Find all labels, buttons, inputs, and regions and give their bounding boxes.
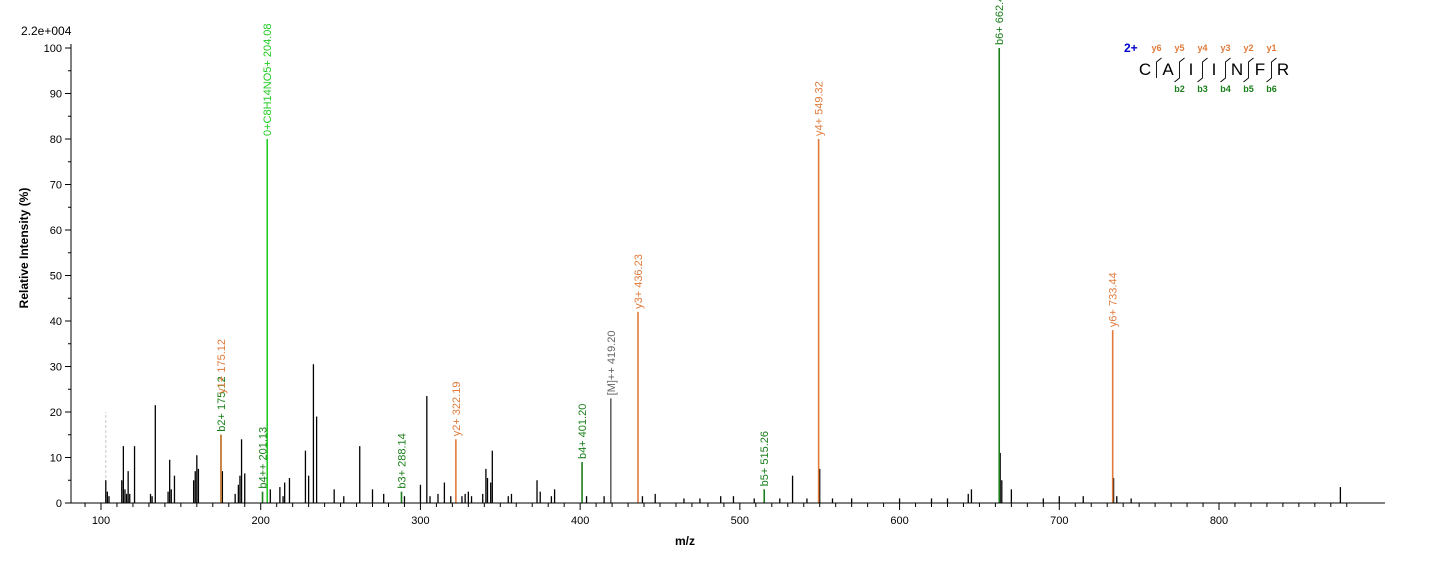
- axes: [70, 44, 1385, 504]
- y-tick-label: 90: [50, 89, 62, 101]
- x-tick-label: 700: [1050, 515, 1068, 527]
- peak-label: y6+ 733.44: [1108, 272, 1120, 327]
- sequence-residue: I: [1212, 60, 1217, 79]
- x-tick-label: 500: [731, 515, 749, 527]
- sequence-y-ion: y5: [1174, 43, 1184, 53]
- y-tick-label: 100: [44, 43, 62, 55]
- cleavage-mark: [1174, 57, 1185, 83]
- sequence-residue: A: [1162, 60, 1174, 79]
- y-tick-label: 10: [50, 453, 62, 465]
- x-tick-label: 300: [411, 515, 429, 527]
- y-tick-label: 0: [56, 498, 62, 510]
- x-axis-title: m/z: [675, 534, 695, 548]
- sequence-residue: R: [1277, 60, 1289, 79]
- x-tick-label: 800: [1210, 515, 1228, 527]
- cleavage-mark: [1220, 57, 1231, 83]
- sequence-b-ion: b4: [1220, 84, 1231, 94]
- peak-label: y1+ 175.12: [216, 339, 228, 394]
- x-tick-label: 600: [890, 515, 908, 527]
- peak-label: b4+ 401.20: [577, 404, 589, 459]
- unlabeled-peaks: [105, 364, 1342, 503]
- cleavage-mark: [1243, 57, 1254, 83]
- x-tick-label: 100: [92, 515, 110, 527]
- y-ticks: 0 10 20 30 40 50 60 70 80 90 100: [44, 43, 71, 510]
- y-tick-label: 20: [50, 407, 62, 419]
- peak-label: y2+ 322.19: [451, 382, 463, 437]
- peak-label: y4+ 549.32: [814, 81, 826, 136]
- cleavage-mark: [1156, 57, 1162, 78]
- sequence-y-ion: y4: [1197, 43, 1207, 53]
- y-tick-label: 50: [50, 271, 62, 283]
- cleavage-mark: [1197, 57, 1208, 83]
- y-tick-label: 30: [50, 362, 62, 374]
- y-tick-label: 70: [50, 180, 62, 192]
- peak-label: b6+ 662.40: [994, 0, 1006, 45]
- y-tick-label: 60: [50, 225, 62, 237]
- peak-label: 0+C8H14NO5+ 204.08: [262, 23, 274, 136]
- sequence-y-ion: y2: [1243, 43, 1253, 53]
- peak-label: [M]++ 419.20: [606, 331, 618, 396]
- peak-label: b2+ 175.12: [216, 376, 228, 431]
- x-tick-label: 200: [252, 515, 270, 527]
- sequence-b-ion: b3: [1197, 84, 1208, 94]
- x-ticks: 100 200 300 400 500 600 700 800: [84, 503, 1348, 527]
- sequence-residue: C: [1139, 60, 1151, 79]
- sequence-residue: F: [1255, 60, 1265, 79]
- y-tick-label: 40: [50, 316, 62, 328]
- y-axis-title: Relative Intensity (%): [17, 188, 31, 309]
- sequence-charge: 2+: [1124, 41, 1138, 55]
- sequence-b-ion: b5: [1243, 84, 1254, 94]
- intensity-scale: 2.2e+004: [21, 24, 72, 38]
- x-tick-label: 400: [571, 515, 589, 527]
- sequence-b-ion: b6: [1266, 84, 1277, 94]
- sequence-y-ion: y1: [1266, 43, 1276, 53]
- peak-label: b5+ 515.26: [759, 431, 771, 486]
- sequence-residue: I: [1189, 60, 1194, 79]
- peak-label: b3+ 288.14: [396, 433, 408, 488]
- cleavage-mark: [1266, 57, 1277, 83]
- sequence-residue: N: [1231, 60, 1243, 79]
- peak-label: y3+ 436.23: [633, 254, 645, 309]
- sequence-y-ion: y3: [1220, 43, 1230, 53]
- sequence-y-ion: y6: [1151, 43, 1161, 53]
- sequence-b-ion: b2: [1174, 84, 1185, 94]
- y-tick-label: 80: [50, 134, 62, 146]
